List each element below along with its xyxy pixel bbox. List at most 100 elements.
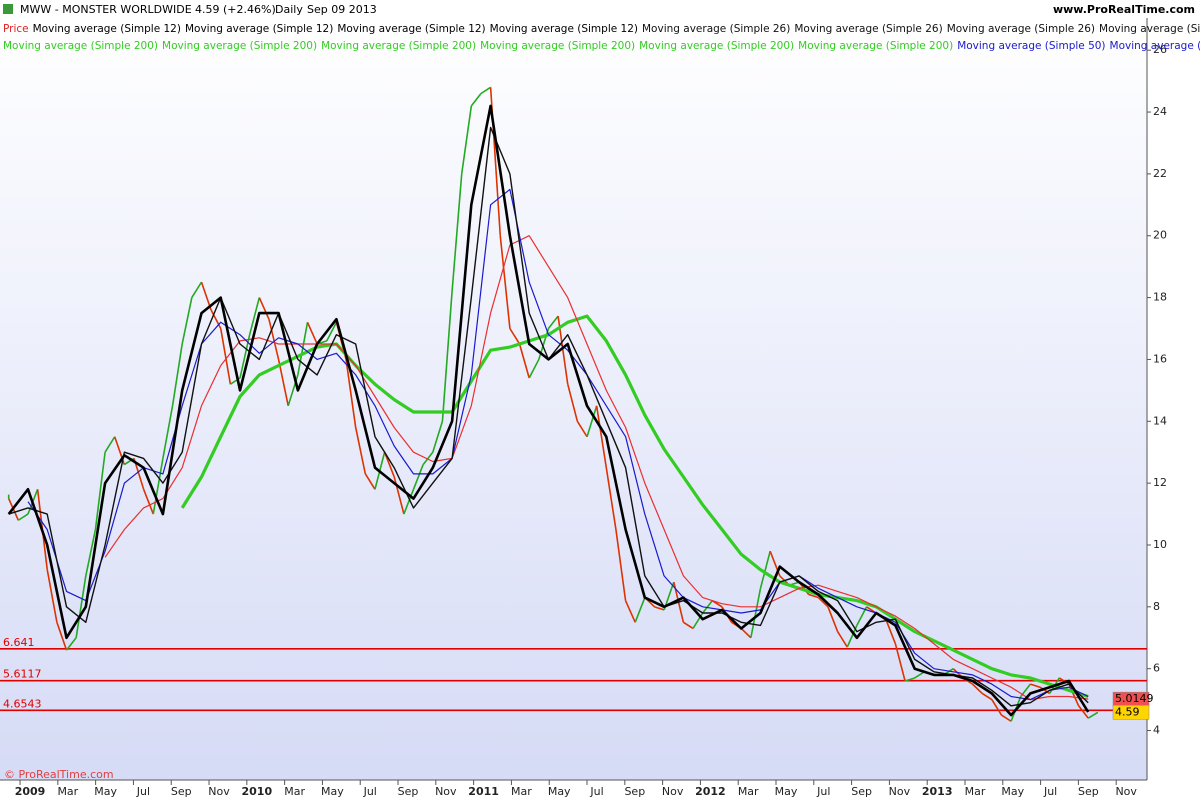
price-bar [634, 597, 646, 623]
price-bar [104, 436, 116, 453]
y-tick-label: 16 [1153, 352, 1167, 365]
price-bar [345, 359, 357, 428]
price-bar [595, 405, 608, 468]
x-tick-label: 2009 [15, 785, 46, 798]
plot-background [0, 18, 1147, 780]
price-bar [654, 606, 665, 611]
moving-average [7, 104, 1090, 717]
legend-entry: Moving average (Simple 26) [1099, 23, 1200, 35]
x-tick-label: May [1001, 785, 1024, 798]
price-bar [904, 677, 915, 682]
level-label: 6.641 [3, 636, 35, 649]
moving-average [104, 235, 1089, 701]
price-bar [576, 420, 588, 438]
x-tick-label: Nov [208, 785, 230, 798]
level-label: 4.6543 [3, 697, 42, 710]
price-bar [885, 618, 897, 645]
price-bar [219, 328, 232, 385]
legend-entry: Moving average (Simple 200) [3, 40, 158, 52]
price-box-label: 5.0149 [1115, 692, 1154, 705]
x-tick-label: 2011 [468, 785, 499, 798]
price-bar [56, 622, 68, 651]
price-bar [258, 297, 270, 320]
price-bar [991, 699, 1003, 716]
site: www.ProRealTime.com [1053, 3, 1195, 16]
price-bar [480, 86, 492, 95]
price-bar [586, 405, 598, 437]
price-bar [509, 328, 521, 345]
price-bar [827, 606, 839, 632]
x-tick-label: Nov [662, 785, 684, 798]
legend-entry: Moving average (Simple 200) [798, 40, 953, 52]
price-bar [624, 600, 636, 623]
price-bar [615, 529, 627, 601]
price-bar [152, 458, 164, 515]
x-tick-label: Sep [624, 785, 645, 798]
price-bar [759, 550, 771, 589]
price-bar [1039, 686, 1051, 695]
x-tick-label: Sep [171, 785, 192, 798]
price-bar [75, 575, 87, 638]
price-box-label: 4.59 [1115, 705, 1140, 718]
price-bar [306, 322, 318, 345]
legend-entry: Moving average (Simple 26) [947, 23, 1095, 35]
price-bar [171, 343, 183, 406]
price-box [1112, 705, 1150, 720]
legend-entry: Moving average (Simple 26) [642, 23, 790, 35]
price-bar [1087, 711, 1099, 719]
price-bar [441, 291, 453, 422]
legend-entry: Moving average (Simple 50) [1110, 40, 1200, 52]
x-tick-label: Mar [57, 785, 78, 798]
x-tick-label: Jul [1043, 785, 1057, 798]
price-bar [605, 467, 617, 530]
x-tick-label: Nov [435, 785, 457, 798]
price-bar [682, 621, 694, 630]
legend-entry: Moving average (Simple 200) [321, 40, 476, 52]
price-bar [836, 631, 848, 648]
x-tick-label: May [775, 785, 798, 798]
x-tick-label: Jul [136, 785, 150, 798]
x-tick-label: 2013 [922, 785, 953, 798]
legend-entry: Moving average (Simple 12) [185, 23, 333, 35]
price-bar [277, 359, 289, 406]
chart-title: MWW - MONSTER WORLDWIDE [20, 3, 192, 16]
price-bar [364, 473, 376, 490]
price-bar [248, 297, 261, 335]
price-bar [403, 489, 415, 515]
y-tick-label: 18 [1153, 291, 1167, 304]
y-tick-label: 26 [1153, 43, 1167, 56]
date: Sep 09 2013 [307, 3, 377, 16]
price-bar [383, 451, 395, 478]
price-bar [808, 593, 819, 599]
price-bar [191, 281, 203, 299]
price-bar [432, 421, 444, 453]
price-bar [65, 637, 77, 651]
x-tick-label: 2010 [242, 785, 273, 798]
price-bar [981, 692, 993, 701]
legend-entry: Moving average (Simple 12) [33, 23, 181, 35]
price-bar [817, 596, 829, 608]
price-bar [181, 297, 193, 345]
price-bar [451, 173, 463, 292]
x-tick-label: Mar [511, 785, 532, 798]
legend-entry: Moving average (Simple 12) [490, 23, 638, 35]
price-bar [412, 464, 424, 490]
x-tick-label: May [548, 785, 571, 798]
price-bar [422, 451, 434, 466]
x-tick-label: May [94, 785, 117, 798]
price-bar [702, 600, 713, 614]
x-tick-label: Jul [363, 785, 377, 798]
y-tick-label: 4 [1153, 724, 1160, 737]
price-bar [1077, 705, 1089, 719]
price-bar [142, 489, 155, 515]
x-tick-label: Nov [889, 785, 911, 798]
price-bar [750, 588, 762, 638]
plot [0, 86, 1147, 722]
legend-entry: Moving average (Simple 200) [162, 40, 317, 52]
y-tick-label: 10 [1153, 538, 1167, 551]
price-bar [297, 322, 309, 376]
copyright: © ProRealTime.com [4, 768, 114, 781]
y-tick-label: 20 [1153, 229, 1167, 242]
x-tick-label: Mar [738, 785, 759, 798]
